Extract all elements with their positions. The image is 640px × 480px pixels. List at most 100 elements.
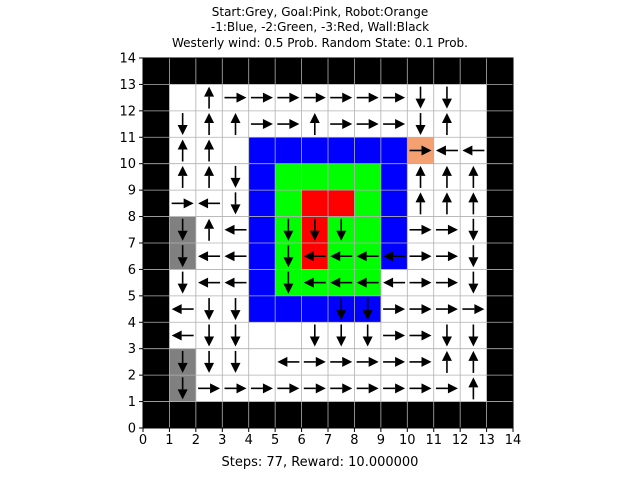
cell-wall <box>143 84 170 112</box>
arrow-west-icon <box>198 277 221 288</box>
arrow-south-icon <box>204 350 215 373</box>
cell-wall <box>143 57 170 85</box>
arrow-head <box>468 283 479 294</box>
arrow-east-icon <box>435 277 458 288</box>
cell-free <box>460 110 487 138</box>
arrow-head <box>441 192 452 203</box>
arrow-head <box>177 362 188 373</box>
arrow-head <box>362 336 373 347</box>
arrow-north-icon <box>494 350 505 373</box>
arrow-head <box>468 192 479 203</box>
arrow-head <box>421 356 432 367</box>
arrow-head <box>303 251 314 262</box>
cell-wall <box>486 269 514 297</box>
arrow-north-icon <box>441 350 452 373</box>
arrow-head <box>447 224 458 235</box>
arrow-east-icon <box>409 224 432 235</box>
arrow-south-icon <box>177 271 188 294</box>
arrow-head <box>309 403 320 414</box>
arrow-north-icon <box>415 165 426 188</box>
arrow-south-icon <box>230 350 241 373</box>
arrow-south-icon <box>441 324 452 347</box>
arrow-west-icon <box>330 251 353 262</box>
arrow-head <box>395 304 406 315</box>
y-tick-label: 1 <box>128 395 136 410</box>
arrow-head <box>447 251 458 262</box>
y-tick-label: 11 <box>119 131 136 146</box>
cell-wall <box>275 57 302 85</box>
arrow-head <box>447 304 458 315</box>
arrow-south-icon <box>336 298 347 321</box>
y-tick-label: 10 <box>119 157 136 172</box>
arrow-head <box>315 92 326 103</box>
arrow-head <box>236 92 247 103</box>
cell-wall <box>143 110 170 138</box>
arrow-south-icon <box>230 324 241 347</box>
arrow-head <box>289 92 300 103</box>
cell-wall <box>143 190 170 217</box>
arrow-head <box>204 310 215 321</box>
y-tick-label: 4 <box>128 316 136 331</box>
arrow-east-icon <box>356 119 379 130</box>
arrow-east-icon <box>409 304 432 315</box>
arrow-head <box>395 119 406 130</box>
arrow-head <box>435 145 446 156</box>
cell-wall <box>195 57 223 85</box>
cell-blue <box>301 295 329 323</box>
arrow-south-icon <box>309 218 320 241</box>
y-tick-label: 14 <box>119 51 136 66</box>
arrow-head <box>441 403 452 414</box>
y-tick-label: 12 <box>119 104 136 119</box>
y-tick-label: 5 <box>128 289 136 304</box>
cell-green <box>301 163 329 191</box>
cell-green <box>275 190 302 217</box>
cell-free <box>248 348 276 376</box>
arrow-head <box>204 113 215 124</box>
arrow-head <box>468 377 479 388</box>
x-tick-label: 9 <box>377 433 385 448</box>
cell-wall <box>486 84 514 112</box>
cell-green <box>275 163 302 191</box>
arrow-head <box>368 383 379 394</box>
arrow-head <box>421 277 432 288</box>
arrow-head <box>283 257 294 268</box>
cell-wall <box>354 57 382 85</box>
arrow-east-icon <box>383 119 406 130</box>
arrow-head <box>204 86 215 97</box>
arrow-west-icon <box>171 330 194 341</box>
arrow-east-icon <box>383 356 406 367</box>
x-axis-label: Steps: 77, Reward: 10.000000 <box>221 455 419 470</box>
arrow-head <box>421 251 432 262</box>
arrow-head <box>342 92 353 103</box>
arrow-head <box>230 362 241 373</box>
arrow-east-icon <box>277 383 300 394</box>
arrow-east-icon <box>435 224 458 235</box>
arrow-east-icon <box>409 383 432 394</box>
arrow-north-icon <box>441 192 452 215</box>
arrow-head <box>468 165 479 176</box>
arrow-head <box>421 330 432 341</box>
arrow-north-icon <box>230 113 241 136</box>
arrow-head <box>468 230 479 241</box>
arrow-east-icon <box>250 119 273 130</box>
arrow-north-icon <box>441 165 452 188</box>
arrow-head <box>342 356 353 367</box>
arrow-head <box>395 356 406 367</box>
arrow-head <box>336 310 347 321</box>
arrow-north-icon <box>441 113 452 136</box>
arrow-south-icon <box>230 298 241 321</box>
arrow-head <box>204 218 215 229</box>
arrow-north-icon <box>389 403 400 426</box>
arrow-east-icon <box>356 92 379 103</box>
x-tick-label: 10 <box>399 433 416 448</box>
cell-wall <box>143 348 170 376</box>
arrow-west-icon <box>224 251 247 262</box>
arrow-north-icon <box>283 403 294 426</box>
arrow-head <box>204 165 215 176</box>
cell-wall <box>380 57 408 85</box>
arrow-east-icon <box>356 383 379 394</box>
cell-wall <box>222 57 250 85</box>
arrow-head <box>283 230 294 241</box>
arrow-head <box>441 336 452 347</box>
